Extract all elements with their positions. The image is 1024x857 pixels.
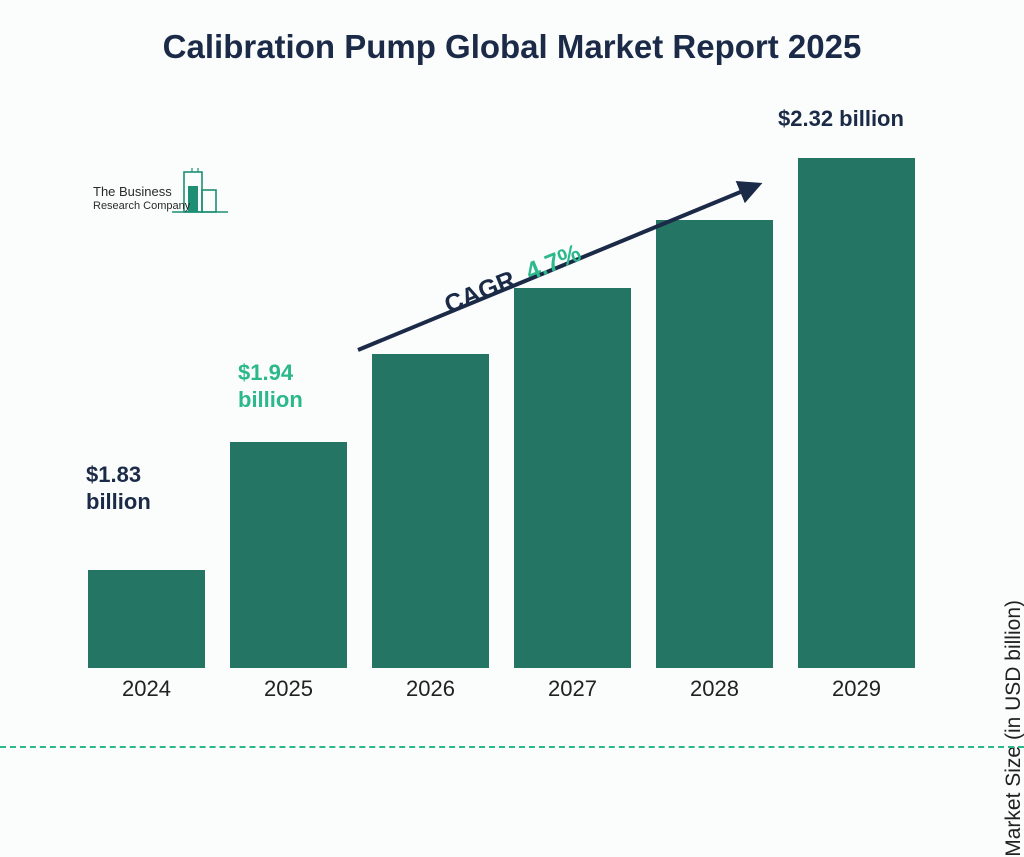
bottom-dashed-line (0, 746, 1024, 748)
x-label-2027: 2027 (514, 676, 631, 702)
value-label-5: $2.32 billion (778, 106, 904, 133)
x-label-2025: 2025 (230, 676, 347, 702)
x-label-2029: 2029 (798, 676, 915, 702)
cagr-arrow (346, 170, 786, 380)
chart-title: Calibration Pump Global Market Report 20… (0, 28, 1024, 66)
x-label-2026: 2026 (372, 676, 489, 702)
bar-2029 (798, 158, 915, 668)
y-axis-label: Market Size (in USD billion) (1002, 600, 1024, 857)
value-label-1: $1.94billion (238, 360, 303, 414)
bar-2026 (372, 354, 489, 668)
value-label-0: $1.83billion (86, 462, 151, 516)
bar-2024 (88, 570, 205, 668)
bar-2025 (230, 442, 347, 668)
x-label-2028: 2028 (656, 676, 773, 702)
x-label-2024: 2024 (88, 676, 205, 702)
